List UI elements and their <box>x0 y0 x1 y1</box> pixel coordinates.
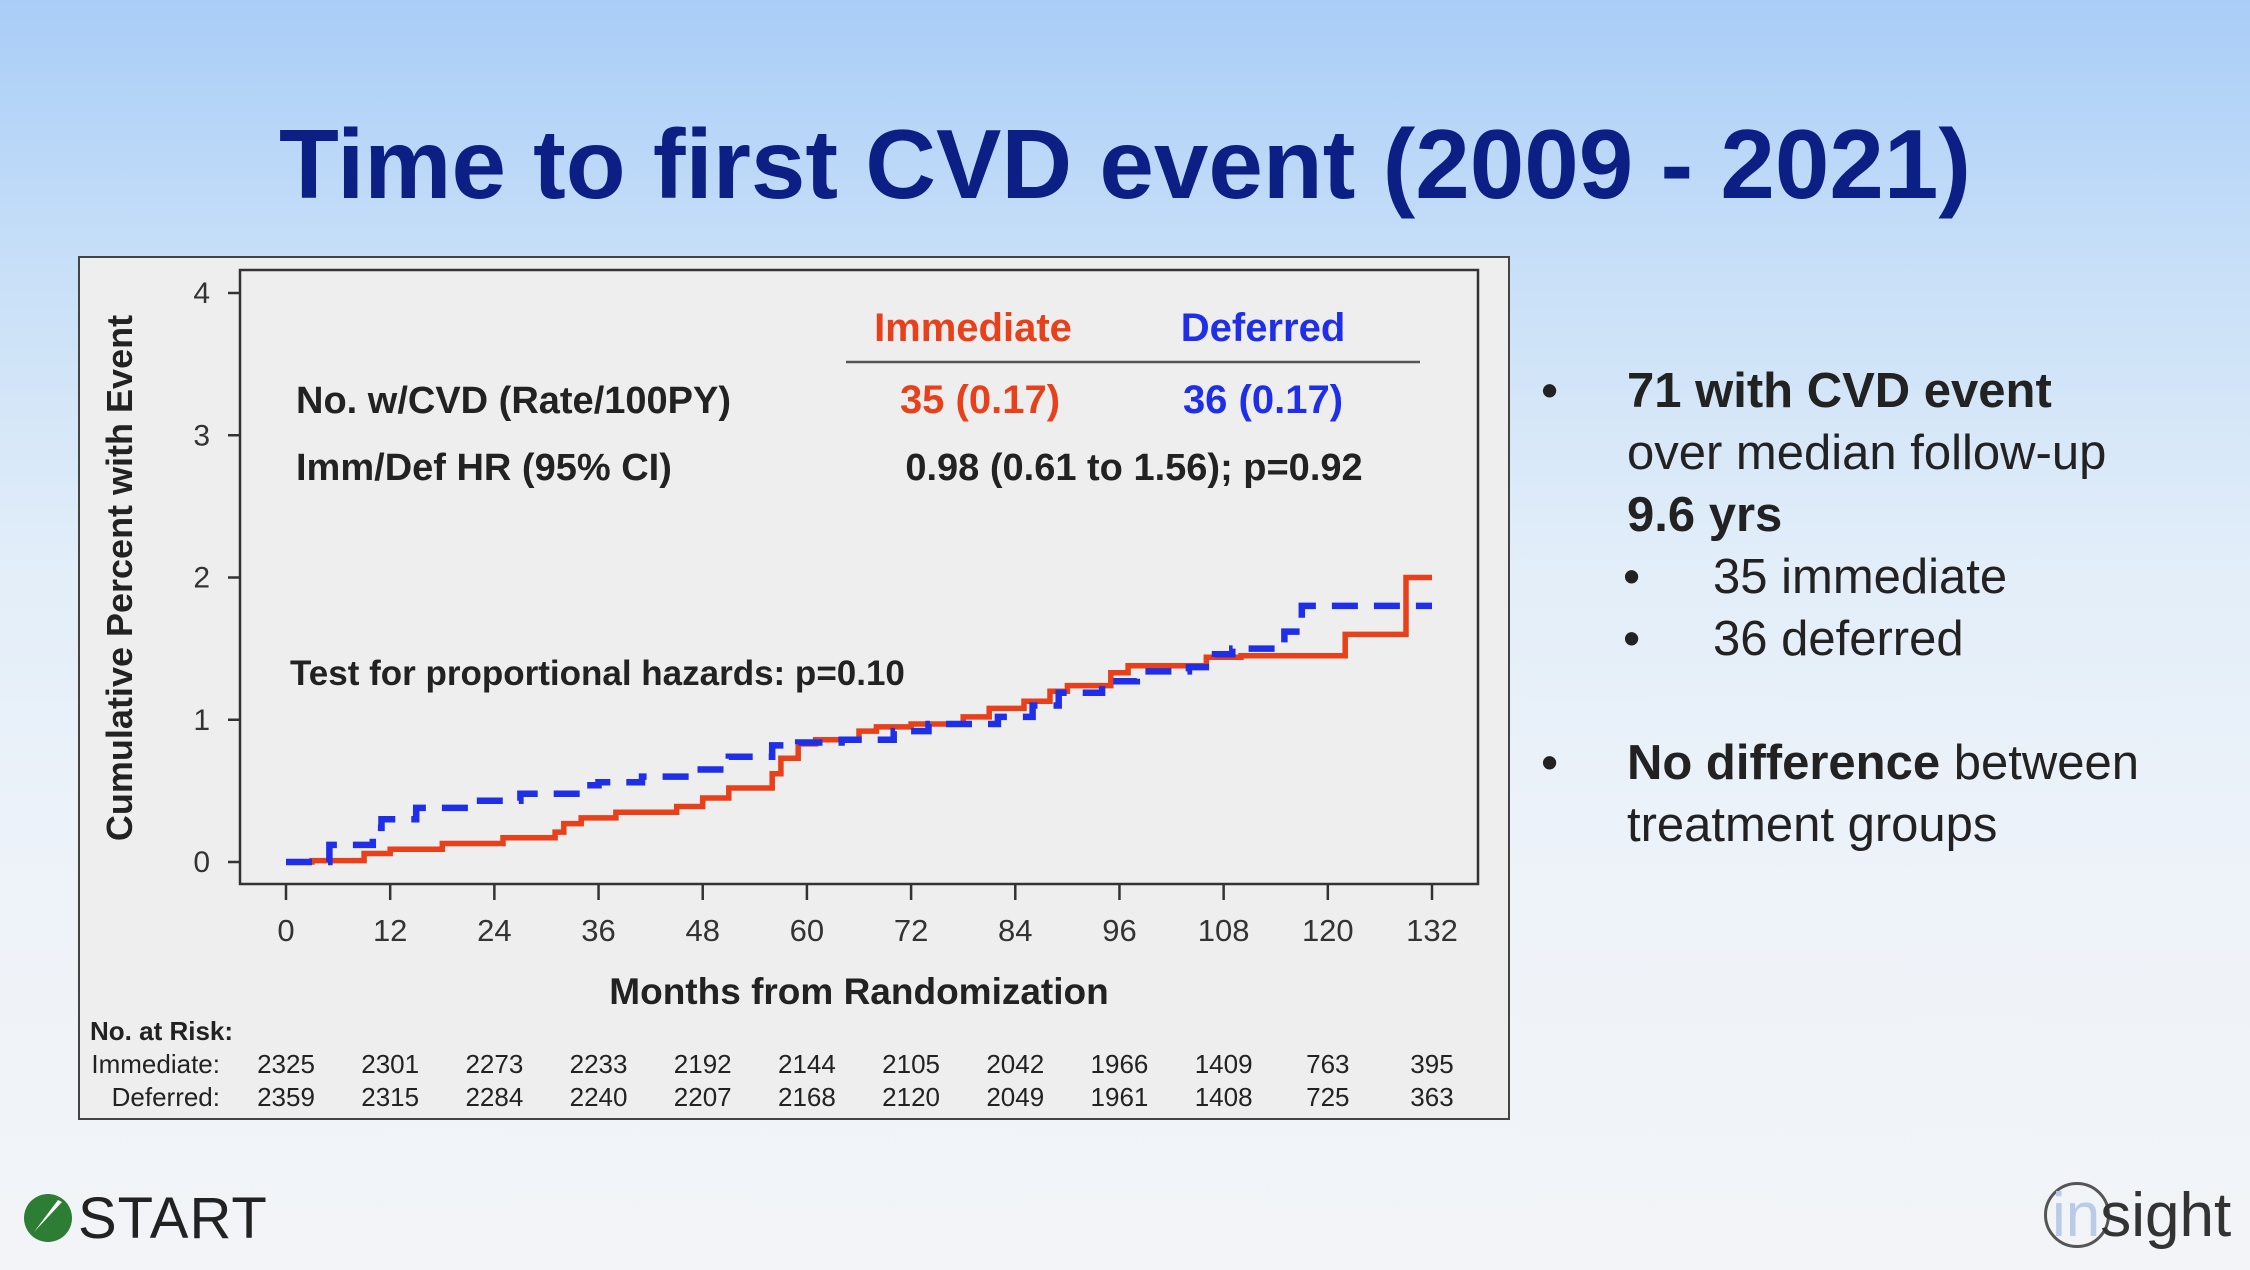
legend-row1-immediate: 35 (0.17) <box>900 378 1060 422</box>
sub-bullet-immediate: • 35 immediate <box>1535 546 2235 608</box>
insight-ring-icon <box>2044 1182 2110 1248</box>
risk-cell: 2301 <box>361 1049 419 1079</box>
bullet-treatment-groups: treatment groups <box>1627 798 1998 852</box>
risk-cell: 2144 <box>778 1049 836 1079</box>
start-leaf-icon <box>24 1194 72 1242</box>
insight-logo-suffix: sight <box>2100 1181 2232 1250</box>
sub-bullet-dot: • <box>1623 550 1641 604</box>
risk-cell: 2325 <box>257 1049 315 1079</box>
bullet-followup-years: 9.6 yrs <box>1627 488 1783 542</box>
insight-logo: insight <box>2044 1180 2234 1260</box>
x-tick-label: 24 <box>477 913 511 948</box>
legend-row2-label: Imm/Def HR (95% CI) <box>296 447 672 489</box>
insight-logo-prefix: in <box>2052 1181 2101 1250</box>
slide-title: Time to first CVD event (2009 - 2021) <box>278 109 1972 219</box>
sub-bullet-immediate-text: 35 immediate <box>1713 550 2008 604</box>
sub-bullet-deferred-text: 36 deferred <box>1713 612 1964 666</box>
sub-bullet-dot: • <box>1623 612 1641 666</box>
risk-cell: 725 <box>1306 1082 1349 1112</box>
x-tick-label: 0 <box>277 913 294 948</box>
legend-row1-deferred: 36 (0.17) <box>1183 378 1343 422</box>
x-tick-label: 84 <box>998 913 1032 948</box>
bullet-no-difference-rest: between <box>1940 736 2139 790</box>
x-tick-label: 36 <box>581 913 615 948</box>
risk-cell: 2168 <box>778 1082 836 1112</box>
summary-bullets: • 71 with CVD event over median follow-u… <box>1535 360 2235 856</box>
risk-cell: 363 <box>1410 1082 1453 1112</box>
risk-cell: 763 <box>1306 1049 1349 1079</box>
risk-cell: 2207 <box>674 1082 732 1112</box>
x-tick-label: 12 <box>373 913 407 948</box>
legend-header-immediate: Immediate <box>874 306 1072 350</box>
x-axis-label: Months from Randomization <box>609 971 1108 1012</box>
km-chart-panel: 0 1 2 3 4 Cumulative Percent with Event 0 12 24 3… <box>78 256 1510 1120</box>
y-tick-label: 1 <box>193 704 210 737</box>
sub-bullet-deferred: • 36 deferred <box>1535 608 2235 670</box>
y-tick-label: 4 <box>193 277 210 310</box>
risk-row-label: Immediate: <box>91 1049 220 1079</box>
x-tick-label: 60 <box>790 913 824 948</box>
start-logo: START <box>22 1186 268 1251</box>
risk-cell: 1409 <box>1195 1049 1253 1079</box>
risk-cell: 2192 <box>674 1049 732 1079</box>
risk-cell: 2240 <box>570 1082 628 1112</box>
start-logo-text: START <box>78 1185 268 1251</box>
legend-row2-value: 0.98 (0.61 to 1.56); p=0.92 <box>905 447 1362 489</box>
risk-cell: 1408 <box>1195 1082 1253 1112</box>
y-axis-label: Cumulative Percent with Event <box>99 315 140 841</box>
bullet-cvd-events: • 71 with CVD event over median follow-u… <box>1535 360 2235 546</box>
risk-table-header: No. at Risk: <box>90 1016 233 1046</box>
risk-cell: 2105 <box>882 1049 940 1079</box>
y-tick-label: 3 <box>193 419 210 452</box>
x-tick-label: 132 <box>1406 913 1458 948</box>
y-tick-label: 0 <box>193 846 210 879</box>
x-tick-label: 96 <box>1102 913 1136 948</box>
y-tick-label: 2 <box>193 562 210 595</box>
x-tick-label: 120 <box>1302 913 1354 948</box>
risk-cell: 2359 <box>257 1082 315 1112</box>
legend-row1-label: No. w/CVD (Rate/100PY) <box>296 380 731 422</box>
risk-cell: 2042 <box>986 1049 1044 1079</box>
plot-area <box>238 268 1480 886</box>
risk-cell: 1966 <box>1091 1049 1149 1079</box>
risk-cell: 2049 <box>986 1082 1044 1112</box>
risk-cell: 2284 <box>465 1082 523 1112</box>
risk-cell: 2120 <box>882 1082 940 1112</box>
risk-cell: 395 <box>1410 1049 1453 1079</box>
bullet-no-difference-bold: No difference <box>1627 736 1941 790</box>
risk-cell: 1961 <box>1091 1082 1149 1112</box>
risk-cell: 2273 <box>465 1049 523 1079</box>
x-tick-label: 108 <box>1198 913 1250 948</box>
series-line-deferred <box>286 602 1432 866</box>
legend-header-deferred: Deferred <box>1181 306 1346 350</box>
bullet-followup-text: over median follow-up <box>1627 426 2107 480</box>
bullet-dot: • <box>1541 736 1559 790</box>
risk-cell: 2233 <box>570 1049 628 1079</box>
risk-row-label: Deferred: <box>112 1082 220 1112</box>
x-tick-label: 72 <box>894 913 928 948</box>
x-tick-label: 48 <box>685 913 719 948</box>
risk-cell: 2315 <box>361 1082 419 1112</box>
bullet-no-difference: • No difference between treatment groups <box>1535 732 2235 856</box>
ph-test-annotation: Test for proportional hazards: p=0.10 <box>290 654 905 693</box>
bullet-cvd-count: 71 with CVD event <box>1627 364 2052 418</box>
bullet-dot: • <box>1541 364 1559 418</box>
